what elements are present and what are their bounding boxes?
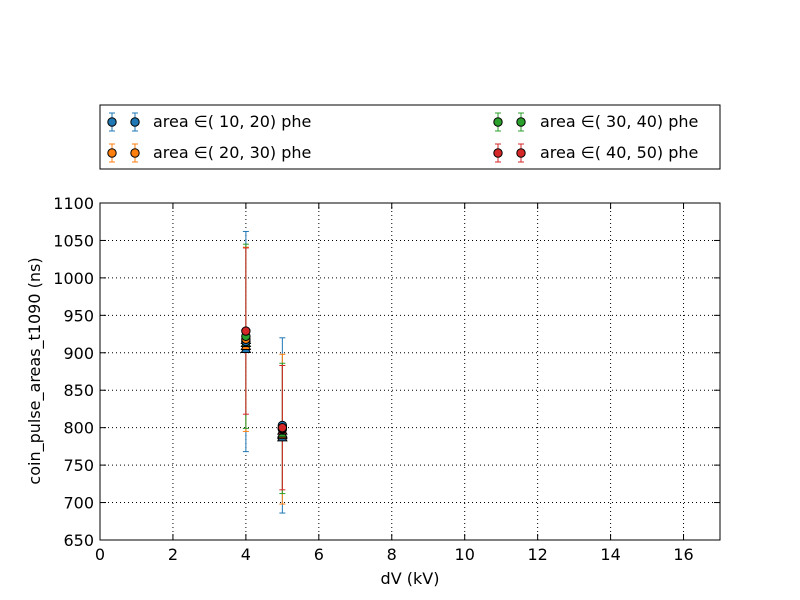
plot-frame: [99, 202, 721, 541]
legend-marker-series-1: [130, 117, 140, 127]
legend-marker-series-2: [107, 148, 117, 158]
legend-marker-series-1: [107, 117, 117, 127]
y-tick-label: 1100: [53, 194, 94, 213]
x-tick-label: 8: [387, 545, 397, 564]
legend-marker-series-4: [516, 148, 526, 158]
x-tick-label: 12: [527, 545, 547, 564]
y-tick-label: 950: [63, 306, 94, 325]
y-tick-label: 700: [63, 494, 94, 513]
point-series-4: [277, 422, 288, 433]
y-tick-label: 650: [63, 531, 94, 550]
grid-lines: [100, 203, 720, 540]
legend-entry-series-3: area ∈( 30, 40) phe: [493, 112, 698, 132]
x-tick-label: 10: [455, 545, 475, 564]
legend-entry-series-2: area ∈( 20, 30) phe: [107, 143, 311, 163]
legend-marker-series-2: [130, 148, 140, 158]
y-tick-label: 800: [63, 419, 94, 438]
x-tick-label: 2: [168, 545, 178, 564]
x-tick-label: 6: [314, 545, 324, 564]
data-layer: [240, 230, 288, 514]
x-tick-label: 16: [673, 545, 693, 564]
legend-entry-series-4: area ∈( 40, 50) phe: [493, 143, 698, 163]
y-tick-label: 850: [63, 381, 94, 400]
y-tick-label: 1000: [53, 269, 94, 288]
legend-label-series-3: area ∈( 30, 40) phe: [540, 112, 698, 131]
legend-entry-series-1: area ∈( 10, 20) phe: [107, 112, 311, 132]
y-tick-label: 900: [63, 344, 94, 363]
legend-frame: [99, 104, 721, 170]
legend-label-series-2: area ∈( 20, 30) phe: [153, 143, 311, 162]
legend-label-series-1: area ∈( 10, 20) phe: [153, 112, 311, 131]
y-tick-label: 750: [63, 456, 94, 475]
axis-ticks: 0 2 4 6 8 10 12 14 16 650 700 750 800 850 900 950 1000 10…: [53, 194, 720, 564]
x-tick-label: 4: [241, 545, 251, 564]
legend-label-series-4: area ∈( 40, 50) phe: [540, 143, 698, 162]
legend-marker-series-4: [493, 148, 503, 158]
legend: area ∈( 10, 20) phe area ∈( 20, 30) phe …: [99, 104, 721, 170]
y-tick-label: 1050: [53, 231, 94, 250]
legend-marker-series-3: [493, 117, 503, 127]
x-tick-label: 0: [95, 545, 105, 564]
x-tick-label: 14: [600, 545, 620, 564]
plot-area: 0 2 4 6 8 10 12 14 16 650 700 750 800 850 900 950 1000 10…: [53, 194, 721, 564]
y-axis-title: coin_pulse_areas_t1090 (ns): [25, 257, 45, 484]
point-series-4: [241, 326, 251, 336]
x-axis-title: dV (kV): [381, 569, 440, 588]
legend-marker-series-3: [516, 117, 526, 127]
